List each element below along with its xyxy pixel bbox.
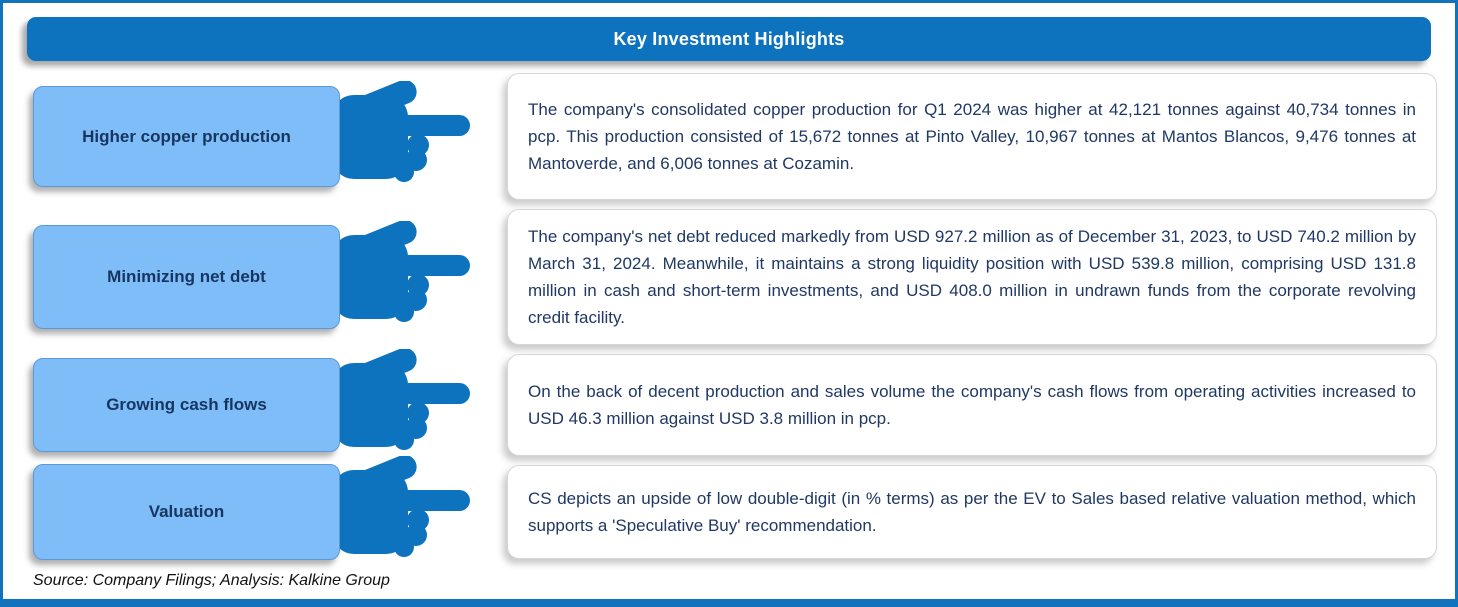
highlight-row-cash-flows: Growing cash flows On the back of decent…	[27, 347, 1437, 456]
highlight-text: CS depicts an upside of low double-digit…	[528, 489, 1416, 535]
pointing-hand-right-icon	[332, 79, 472, 193]
pointing-hand-right-icon	[332, 219, 472, 333]
highlight-row-valuation: Valuation CS depicts an upside of low do…	[27, 454, 1437, 560]
highlight-text: On the back of decent production and sal…	[528, 382, 1416, 428]
highlight-label: Higher copper production	[82, 126, 291, 146]
highlight-label-box: Minimizing net debt	[33, 225, 340, 329]
highlight-text-box: On the back of decent production and sal…	[507, 354, 1437, 456]
highlight-label: Growing cash flows	[106, 395, 267, 414]
highlight-label: Minimizing net debt	[107, 267, 266, 286]
page-title: Key Investment Highlights	[613, 28, 845, 49]
highlight-text-box: CS depicts an upside of low double-digit…	[507, 465, 1437, 559]
pointing-hand-right-icon	[332, 347, 472, 461]
pointing-hand-right-icon	[332, 454, 472, 568]
highlight-label-box: Valuation	[33, 464, 340, 560]
highlight-label-box: Growing cash flows	[33, 358, 340, 452]
highlight-text-box: The company's net debt reduced markedly …	[507, 209, 1437, 345]
highlight-text: The company's consolidated copper produc…	[528, 100, 1416, 173]
highlight-text: The company's net debt reduced markedly …	[528, 227, 1416, 327]
header-bar: Key Investment Highlights	[27, 17, 1431, 61]
highlight-text-box: The company's consolidated copper produc…	[507, 73, 1437, 200]
source-note: Source: Company Filings; Analysis: Kalki…	[33, 572, 390, 589]
highlight-label-box: Higher copper production	[33, 86, 340, 187]
highlight-label: Valuation	[148, 502, 225, 521]
highlight-row-copper-production: Higher copper production The company's c…	[27, 73, 1437, 200]
highlight-row-net-debt: Minimizing net debt The company's net de…	[27, 209, 1437, 345]
highlight-rows: Higher copper production The company's c…	[27, 73, 1437, 568]
